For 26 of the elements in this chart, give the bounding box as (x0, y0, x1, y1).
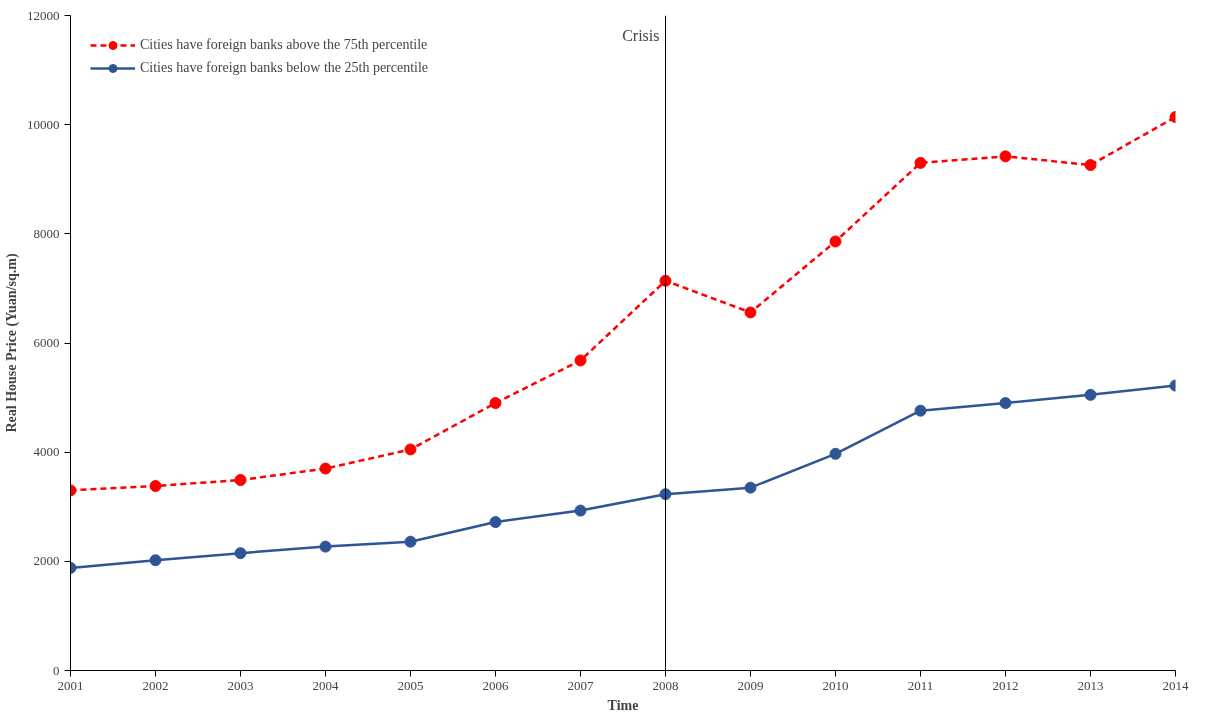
y-tick-label: 10000 (27, 116, 60, 132)
y-tick-label: 12000 (27, 7, 60, 23)
x-axis-title: Time (607, 697, 639, 713)
x-tick-label: 2010 (822, 677, 849, 693)
x-tick-label: 2005 (397, 677, 424, 693)
y-axis-title: Real House Price (Yuan/sq.m) (4, 253, 20, 433)
y-tick-label: 8000 (33, 225, 60, 241)
y-tick-label: 4000 (33, 444, 60, 460)
y-tick-label: 6000 (33, 335, 60, 350)
y-tick-label: 2000 (33, 553, 60, 569)
legend-label: Cities have foreign banks below the 25th percentile (140, 60, 429, 76)
x-tick-label: 2013 (1077, 677, 1104, 693)
x-tick-label: 2011 (907, 677, 934, 693)
x-tick-label: 2001 (57, 677, 84, 693)
y-tick-label: 0 (53, 662, 60, 678)
x-tick-label: 2004 (312, 677, 339, 693)
x-tick-label: 2008 (652, 677, 679, 693)
x-tick-label: 2003 (227, 677, 254, 693)
x-tick-label: 2014 (1162, 677, 1189, 693)
x-tick-label: 2002 (142, 677, 169, 693)
ref-line-label: Crisis (622, 26, 660, 44)
legend-label: Cities have foreign banks above the 75th percentile (140, 37, 428, 53)
x-tick-label: 2007 (567, 677, 594, 693)
x-tick-label: 2012 (992, 677, 1019, 693)
x-tick-label: 2009 (737, 677, 764, 693)
x-tick-label: 2006 (482, 677, 509, 693)
